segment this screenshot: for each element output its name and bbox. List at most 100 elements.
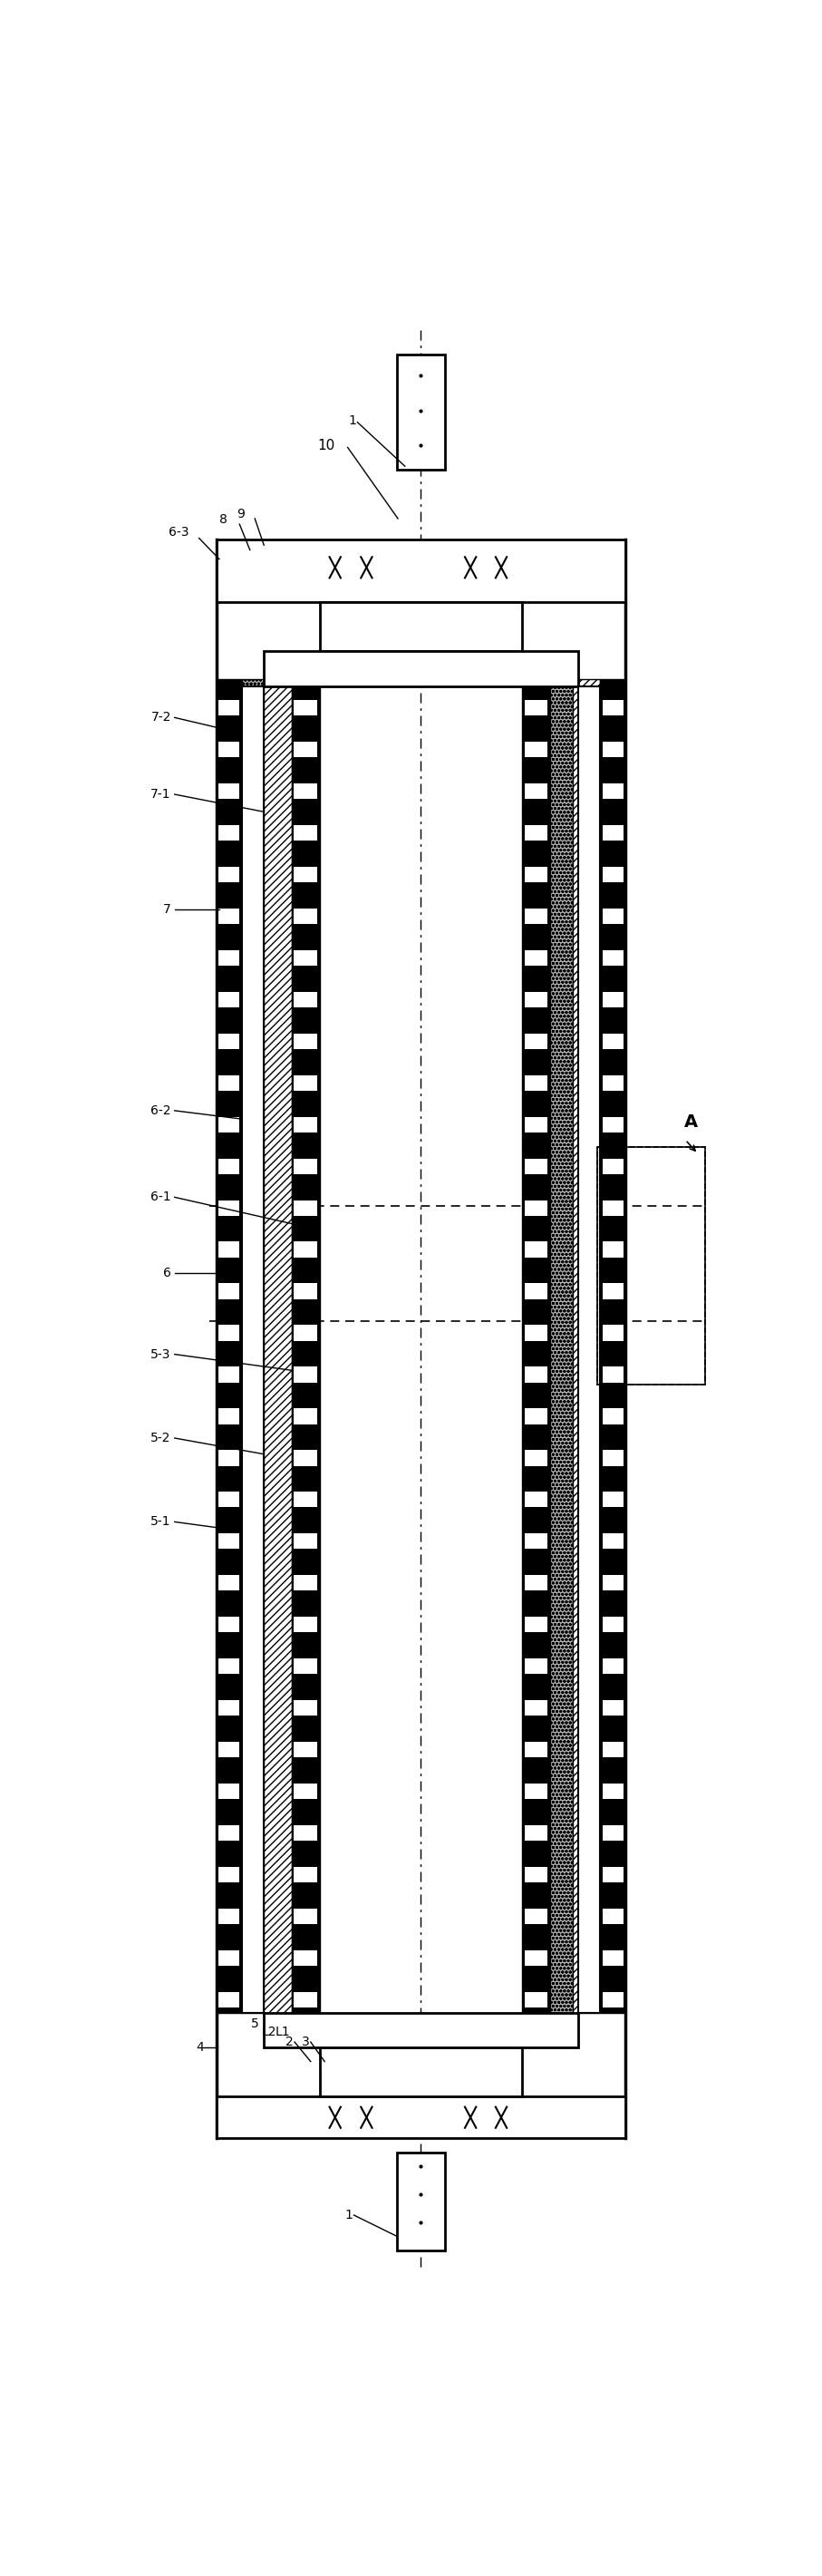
Bar bbox=[524, 742, 547, 757]
Bar bbox=[550, 680, 572, 2012]
Text: 3: 3 bbox=[302, 2035, 309, 2048]
Bar bbox=[219, 1533, 239, 1548]
Bar bbox=[219, 1033, 239, 1048]
Bar bbox=[219, 992, 239, 1007]
Bar bbox=[524, 824, 547, 840]
Bar bbox=[219, 1242, 239, 1257]
Bar bbox=[219, 1659, 239, 1674]
Bar bbox=[603, 1200, 623, 1216]
Bar bbox=[294, 1242, 317, 1257]
Bar bbox=[264, 680, 292, 2012]
Text: 7-2: 7-2 bbox=[150, 711, 171, 724]
Bar bbox=[219, 1074, 239, 1090]
Text: 4: 4 bbox=[196, 2040, 204, 2053]
Bar bbox=[524, 1659, 547, 1674]
Bar bbox=[294, 1950, 317, 1965]
Bar bbox=[294, 1368, 317, 1383]
Bar bbox=[320, 2048, 522, 2097]
Bar bbox=[603, 1574, 623, 1592]
Text: 2: 2 bbox=[285, 2035, 293, 2048]
Bar bbox=[603, 1242, 623, 1257]
Text: 5-1: 5-1 bbox=[150, 1515, 171, 1528]
Bar bbox=[294, 1991, 317, 2007]
Bar bbox=[396, 355, 446, 469]
Bar bbox=[294, 1659, 317, 1674]
Bar bbox=[524, 1200, 547, 1216]
Bar bbox=[294, 1450, 317, 1466]
Text: 9: 9 bbox=[237, 507, 244, 520]
Bar bbox=[524, 1950, 547, 1965]
Bar bbox=[603, 824, 623, 840]
Bar bbox=[242, 680, 264, 2012]
Bar bbox=[524, 866, 547, 884]
Bar bbox=[524, 1118, 547, 1133]
Bar bbox=[219, 1409, 239, 1425]
Bar bbox=[216, 2097, 626, 2138]
Bar bbox=[294, 1492, 317, 1507]
Bar bbox=[598, 1146, 705, 1383]
Bar bbox=[219, 783, 239, 799]
Bar bbox=[603, 951, 623, 966]
Text: 1: 1 bbox=[348, 415, 356, 428]
Bar bbox=[603, 1533, 623, 1548]
Bar bbox=[603, 1868, 623, 1883]
Bar bbox=[572, 680, 600, 2012]
Bar bbox=[396, 2154, 446, 2249]
Bar bbox=[294, 909, 317, 925]
Bar bbox=[294, 1033, 317, 1048]
Bar bbox=[219, 824, 239, 840]
Bar bbox=[294, 1826, 317, 1842]
Bar bbox=[219, 701, 239, 716]
Bar bbox=[524, 1074, 547, 1090]
Bar bbox=[219, 1826, 239, 1842]
Bar bbox=[294, 783, 317, 799]
Bar bbox=[219, 1450, 239, 1466]
Bar bbox=[603, 1324, 623, 1340]
Bar bbox=[294, 1074, 317, 1090]
Bar bbox=[216, 538, 626, 603]
Bar bbox=[219, 1200, 239, 1216]
Bar bbox=[524, 783, 547, 799]
Bar bbox=[524, 1826, 547, 1842]
Bar bbox=[294, 1909, 317, 1924]
Bar bbox=[524, 1868, 547, 1883]
Bar bbox=[216, 680, 242, 2012]
Bar bbox=[524, 1909, 547, 1924]
Bar bbox=[294, 866, 317, 884]
Bar bbox=[294, 1868, 317, 1883]
Bar bbox=[524, 1242, 547, 1257]
Bar bbox=[219, 866, 239, 884]
Bar bbox=[603, 1741, 623, 1757]
Bar bbox=[294, 824, 317, 840]
Bar bbox=[294, 1324, 317, 1340]
Bar bbox=[524, 1492, 547, 1507]
Bar bbox=[219, 1492, 239, 1507]
Bar bbox=[294, 1409, 317, 1425]
Bar bbox=[264, 652, 578, 685]
Bar bbox=[219, 909, 239, 925]
Bar bbox=[600, 680, 626, 2012]
Bar bbox=[219, 1783, 239, 1798]
Bar bbox=[524, 1159, 547, 1175]
Bar bbox=[524, 1450, 547, 1466]
Bar bbox=[603, 992, 623, 1007]
Bar bbox=[603, 1991, 623, 2007]
Text: 5: 5 bbox=[251, 2017, 259, 2030]
Text: 10: 10 bbox=[317, 438, 335, 451]
Bar bbox=[294, 951, 317, 966]
Bar bbox=[294, 1574, 317, 1592]
Bar bbox=[219, 1159, 239, 1175]
Bar bbox=[294, 701, 317, 716]
Bar bbox=[219, 1700, 239, 1716]
Bar bbox=[524, 1991, 547, 2007]
Bar bbox=[320, 603, 522, 652]
Bar bbox=[524, 701, 547, 716]
Bar bbox=[522, 680, 550, 2012]
Bar bbox=[603, 1783, 623, 1798]
Bar bbox=[524, 1700, 547, 1716]
Bar bbox=[603, 1492, 623, 1507]
Bar bbox=[603, 1368, 623, 1383]
Text: 6-1: 6-1 bbox=[150, 1190, 171, 1203]
Bar bbox=[603, 1826, 623, 1842]
Bar bbox=[294, 1700, 317, 1716]
